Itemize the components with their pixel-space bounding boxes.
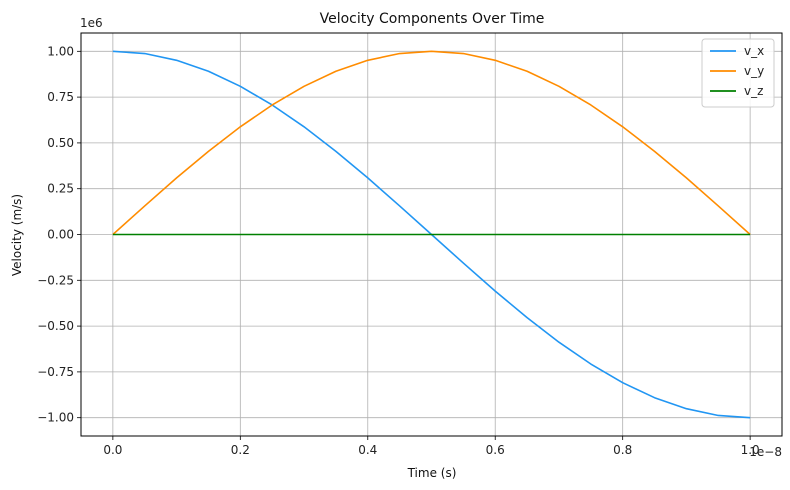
x-axis-label: Time (s) (407, 466, 457, 480)
x-tick-label: 0.4 (358, 443, 377, 457)
x-axis-ticks: 0.0 0.2 0.4 0.6 0.8 1.0 (103, 436, 760, 457)
y-tick-label: 0.00 (47, 228, 74, 242)
x-axis-multiplier: 1e−8 (749, 445, 782, 459)
series-lines (112, 50, 751, 419)
chart-title: Velocity Components Over Time (320, 11, 545, 27)
legend-box (701, 38, 775, 108)
y-tick-label: 0.75 (47, 90, 74, 104)
x-tick-label: 0.8 (613, 443, 632, 457)
legend-label-v-y: v_y (744, 64, 764, 78)
x-tick-label: 0.0 (103, 443, 122, 457)
x-tick-label: 0.6 (486, 443, 505, 457)
y-tick-label: −0.25 (37, 273, 74, 287)
legend: v_x v_y v_z (701, 38, 775, 108)
x-tick-label: 1.0 (741, 443, 760, 457)
x-tick-label: 0.2 (231, 443, 250, 457)
legend-label-v-x: v_x (744, 44, 764, 58)
y-tick-label: −0.50 (37, 319, 74, 333)
y-tick-label: 0.25 (47, 182, 74, 196)
y-axis-multiplier: 1e6 (80, 16, 103, 30)
y-tick-label: 0.50 (47, 136, 74, 150)
y-axis-ticks: −1.00 −0.75 −0.50 −0.25 0.00 0.25 0.50 0.75 1.00 (37, 44, 81, 425)
y-tick-label: −0.75 (37, 365, 74, 379)
y-tick-label: −1.00 (37, 411, 74, 425)
series-line-v-y (112, 50, 751, 236)
y-tick-label: 1.00 (47, 44, 74, 58)
legend-label-v-z: v_z (744, 84, 763, 98)
y-axis-label: Velocity (m/s) (10, 194, 24, 276)
